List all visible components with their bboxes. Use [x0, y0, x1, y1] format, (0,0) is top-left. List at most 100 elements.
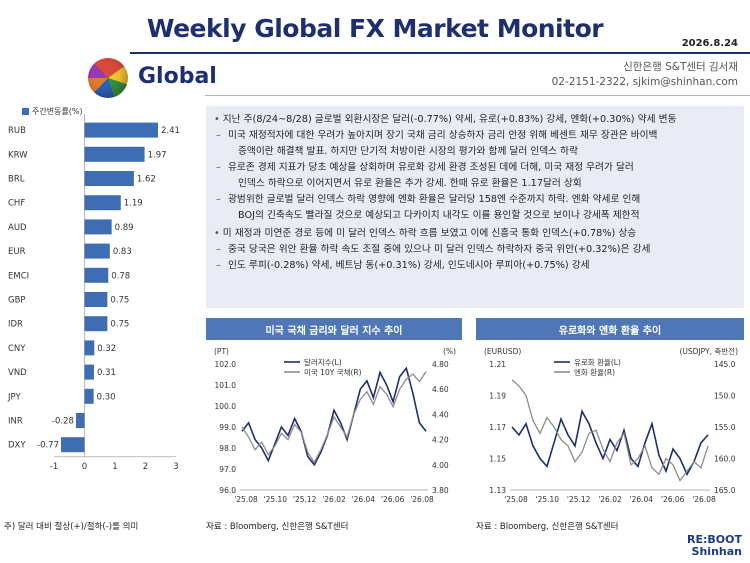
category-label: DXY	[8, 441, 26, 451]
series-line	[241, 371, 427, 464]
right-tick-label: 4.20	[432, 436, 449, 445]
left-tick-label: 100.0	[215, 402, 237, 411]
category-label: GBP	[8, 296, 26, 306]
value-label: 0.30	[97, 392, 116, 402]
left-tick-label: 99.0	[219, 423, 236, 432]
report-date: 2026.8.24	[681, 38, 738, 49]
source-note: 자료 : Bloomberg, 신한은행 S&T센터	[476, 522, 619, 532]
x-tick-label: '25.12	[567, 495, 591, 504]
value-label: 1.19	[124, 199, 143, 209]
left-tick-label: 1.17	[489, 423, 506, 432]
summary-line: 미 재정과 미연준 경로 등에 미 달러 인덱스 하락 흐름 보였고 이에 신흥…	[214, 226, 736, 242]
value-label: 2.41	[161, 126, 180, 136]
legend-label: 유로화 환율(L)	[574, 357, 621, 367]
x-tick-label: '26.06	[381, 495, 405, 504]
series-line	[511, 409, 709, 477]
right-tick-label: 150.0	[714, 392, 736, 401]
section-divider	[205, 95, 750, 96]
legend-label: 엔화 환율(R)	[574, 367, 615, 377]
section-title: Global	[138, 64, 217, 89]
bar	[61, 437, 85, 453]
x-tick-label: '25.10	[264, 495, 288, 504]
summary-line: 지난 주(8/24~8/28) 글로벌 외환시장은 달러(-0.77%) 약세,…	[214, 112, 736, 128]
legend-swatch	[22, 108, 29, 115]
category-label: AUD	[8, 223, 27, 233]
bar	[84, 388, 94, 404]
eur-jpy-plot: (EURUSD) (USDJPY, 축반전) 1.13 1.15 1.17 1.19 1.2…	[484, 346, 739, 504]
rates-dollar-chart: 미국 국채 금리와 달러 지수 추이 (PT) (%) 96.0 97.0 98.0 99…	[206, 318, 462, 514]
value-label: 0.83	[113, 247, 132, 257]
right-tick-label: 4.80	[432, 360, 449, 369]
chart-title: 유로화와 엔화 환율 추이	[476, 318, 744, 340]
value-label: 0.31	[97, 368, 116, 378]
fx-change-bar-chart: -1 0 1 2 3 RUB 2.41 KRW 1.97 BRL 1.62 CHF 1.19 AUD 0.8…	[7, 114, 180, 472]
bar	[84, 267, 109, 283]
summary-line: BOJ의 긴축속도 빨라질 것으로 예상되고 다카이치 내각도 이를 용인할 것…	[238, 210, 640, 221]
globe-icon	[88, 58, 128, 98]
value-label: 1.62	[137, 175, 156, 185]
category-label: IDR	[8, 320, 23, 330]
source-note: 자료 : Bloomberg, 신한은행 S&T센터	[206, 522, 349, 532]
x-tick-label: '26.06	[661, 495, 685, 504]
market-summary-panel: 지난 주(8/24~8/28) 글로벌 외환시장은 달러(-0.77%) 약세,…	[206, 106, 744, 308]
right-axis-unit: (USDJPY, 축반전)	[680, 346, 739, 356]
bar-chart-legend: 주간변동률(%)	[22, 106, 83, 117]
right-axis-unit: (%)	[443, 347, 456, 356]
left-tick-label: 98.0	[219, 444, 236, 453]
x-tick-label: '25.08	[504, 495, 528, 504]
category-label: INR	[8, 417, 23, 427]
bar	[84, 195, 121, 211]
right-tick-label: 165.0	[714, 486, 736, 495]
left-tick-label: 1.15	[489, 455, 506, 464]
value-label: 0.75	[110, 296, 129, 306]
bar-chart-footnote: 주) 달러 대비 절상(+)/절하(-)를 의미	[4, 522, 139, 532]
value-label: 0.89	[115, 223, 134, 233]
bar	[84, 340, 95, 356]
x-tick-label: '25.10	[536, 495, 560, 504]
category-label: CNY	[8, 344, 26, 354]
bar	[84, 364, 94, 380]
left-tick-label: 96.0	[219, 486, 236, 495]
bar	[84, 243, 110, 259]
x-tick-label: 1	[112, 462, 117, 472]
x-tick-label: 0	[82, 462, 87, 472]
author-contact: 02-2151-2322, sjkim@shinhan.com	[551, 76, 738, 88]
left-tick-label: 102.0	[215, 360, 237, 369]
bar	[75, 413, 85, 428]
x-tick-label: '26.02	[598, 495, 622, 504]
right-tick-label: 4.00	[432, 461, 449, 470]
left-axis-unit: (PT)	[214, 347, 229, 356]
summary-line: 증액이란 해결책 발표. 하지만 단기적 처방이란 시장의 평가와 함께 달러 …	[238, 146, 578, 157]
bar	[84, 171, 134, 186]
x-tick-label: '26.08	[410, 495, 434, 504]
category-label: EMCI	[8, 271, 29, 281]
summary-line: 유로존 경제 지표가 당초 예상을 상회하며 유로화 강세 환경 조성된 데에 …	[214, 160, 736, 176]
value-label: 0.32	[97, 344, 116, 354]
legend-label: 주간변동률(%)	[32, 107, 83, 116]
logo-line-1: RE:BOOT	[687, 533, 742, 546]
x-tick-label: 2	[143, 462, 148, 472]
summary-line: 인도 루피(-0.28%) 약세, 베트남 동(+0.31%) 강세, 인도네시…	[214, 258, 736, 274]
author-name: 신한은행 S&T센터 김서재	[623, 61, 738, 73]
category-label: EUR	[8, 247, 26, 257]
category-label: RUB	[8, 126, 26, 136]
x-tick-label: '25.12	[293, 495, 317, 504]
right-tick-label: 160.0	[714, 455, 736, 464]
value-label: 0.75	[110, 320, 129, 330]
legend-label: 미국 10Y 국채(R)	[304, 367, 362, 377]
left-axis-unit: (EURUSD)	[484, 347, 521, 356]
page-title: Weekly Global FX Market Monitor	[146, 14, 604, 43]
bar	[84, 122, 159, 138]
left-tick-label: 1.21	[489, 360, 506, 369]
brand-logo: RE:BOOT Shinhan	[687, 534, 742, 558]
x-tick-label: '26.02	[322, 495, 346, 504]
eur-jpy-chart: 유로화와 엔화 환율 추이 (EURUSD) (USDJPY, 축반전) 1.13 1…	[476, 318, 744, 514]
summary-line: 광범위한 글로벌 달러 인덱스 하락 영향에 엔화 환율은 달러당 158엔 수…	[214, 192, 736, 208]
value-label: -0.28	[52, 417, 74, 427]
series-line	[511, 379, 709, 482]
summary-line: 인덱스 하락으로 이어지면서 유로 환율은 추가 강세. 한때 유로 환율은 1…	[238, 178, 582, 189]
x-tick-label: '26.04	[630, 495, 654, 504]
right-tick-label: 4.60	[432, 385, 449, 394]
category-label: JPY	[7, 392, 21, 402]
rates-dollar-plot: (PT) (%) 96.0 97.0 98.0 99.0 100.0 101.0 102.0 3.…	[214, 347, 456, 504]
